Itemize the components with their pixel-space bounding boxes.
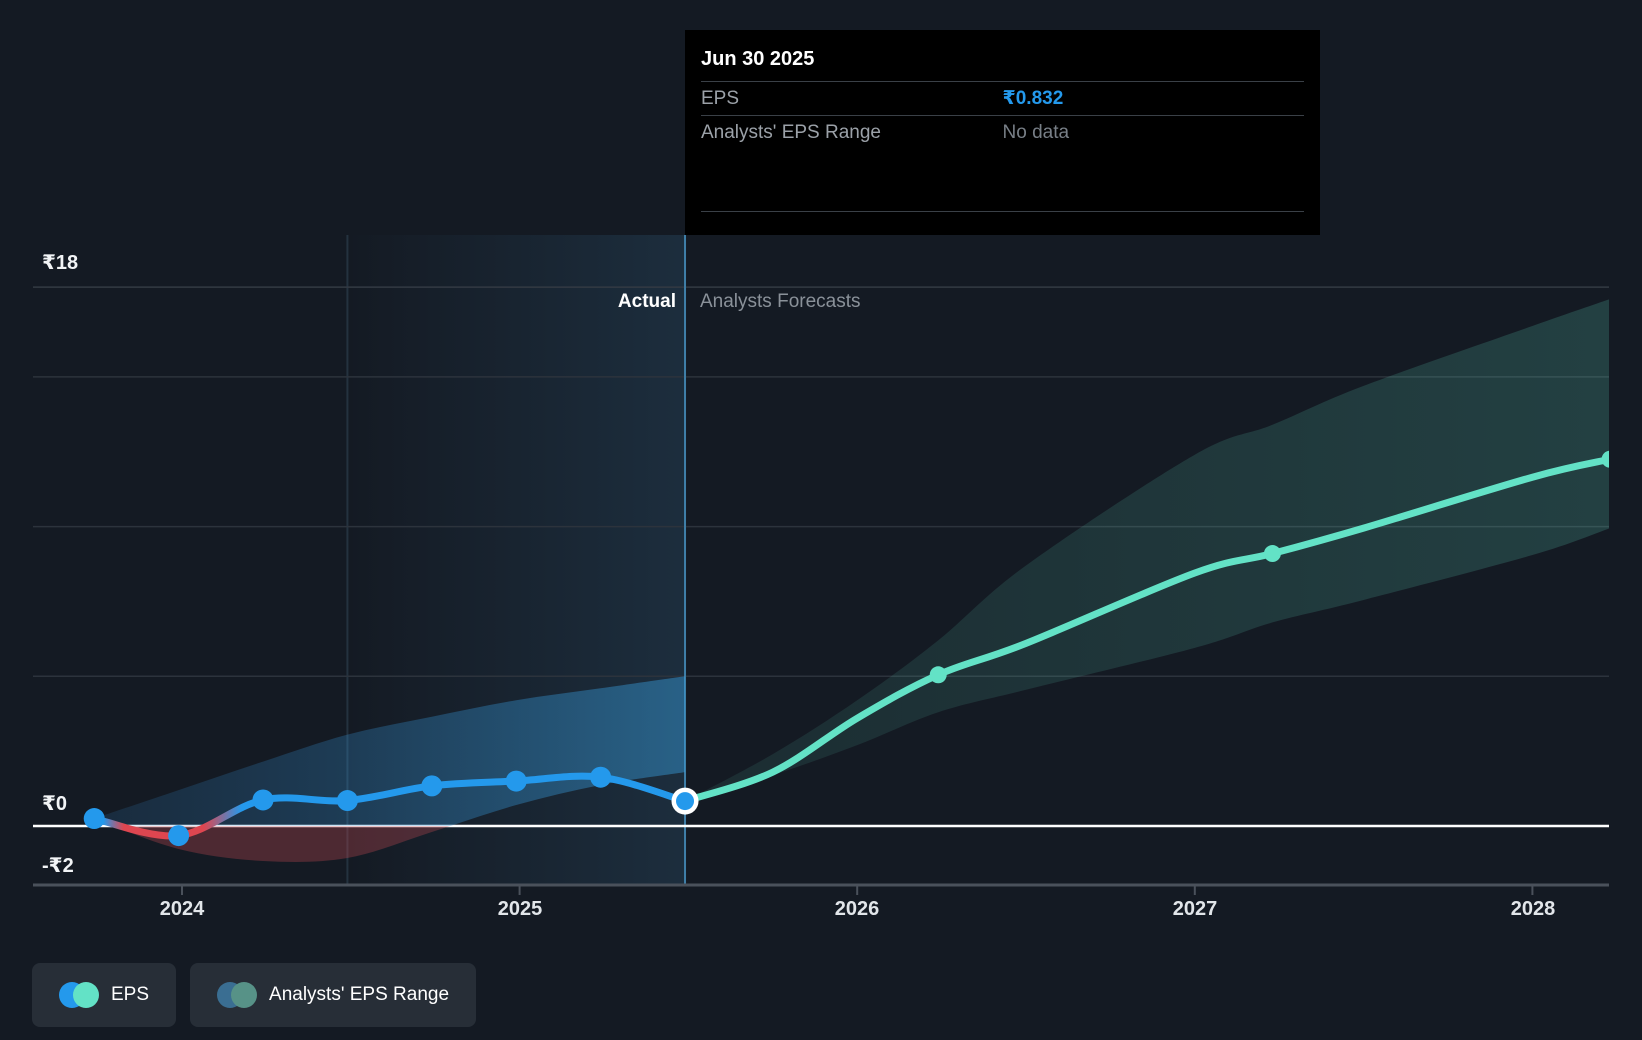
eps-actual-point[interactable]	[168, 825, 190, 847]
eps-actual-point[interactable]	[590, 766, 612, 788]
actual-negative-band	[113, 826, 451, 863]
eps-actual-point[interactable]	[336, 790, 358, 812]
eps-range-series-icon	[217, 982, 258, 1008]
y-axis-label-0: ₹0	[42, 793, 68, 815]
eps-forecast-line	[681, 455, 1609, 805]
eps-actual-point[interactable]	[83, 808, 105, 830]
legend-item-eps[interactable]: EPS	[32, 963, 177, 1027]
x-axis-label-2026: 2026	[834, 898, 880, 920]
legend-item-eps-range[interactable]: Analysts' EPS Range	[190, 963, 477, 1027]
highlighted-point[interactable]	[671, 787, 699, 815]
tooltip-range-row: Analysts' EPS Range No data	[701, 116, 1304, 149]
eps-forecast-point[interactable]	[1601, 450, 1619, 468]
tooltip-eps-value: ₹0.832	[1002, 88, 1064, 109]
y-axis-label-neg2: -₹2	[42, 855, 74, 877]
tooltip-range-label: Analysts' EPS Range	[701, 121, 881, 143]
tooltip-range-value: No data	[1002, 121, 1070, 143]
tooltip-divider	[701, 115, 1304, 116]
tooltip-eps-label: EPS	[701, 87, 740, 109]
eps-series-icon	[59, 982, 99, 1008]
actual-range-band	[94, 676, 686, 826]
actual-section-label: Actual	[617, 291, 676, 312]
x-axis-label-2028: 2028	[1510, 898, 1556, 920]
chart-legend: EPS Analysts' EPS Range	[32, 963, 477, 1027]
y-axis-label-18: ₹18	[42, 252, 79, 274]
eps-actual-point[interactable]	[421, 775, 443, 797]
forecast-range-band	[685, 299, 1609, 802]
eps-forecast-point[interactable]	[929, 666, 947, 684]
forecast-section-label: Analysts Forecasts	[700, 291, 861, 312]
tooltip-eps-row: EPS ₹0.832	[701, 82, 1304, 115]
x-axis-label-2027: 2027	[1172, 898, 1218, 920]
tooltip-spacer	[701, 149, 1304, 211]
eps-actual-point[interactable]	[252, 789, 274, 811]
tooltip-date: Jun 30 2025	[701, 48, 815, 70]
tooltip-divider	[701, 211, 1304, 212]
eps-actual-point[interactable]	[505, 770, 527, 792]
eps-forecast-point[interactable]	[1263, 545, 1281, 563]
tooltip-divider	[701, 81, 1304, 82]
legend-eps-range-label: Analysts' EPS Range	[269, 984, 450, 1005]
x-axis-label-2024: 2024	[159, 898, 205, 920]
legend-eps-label: EPS	[111, 984, 150, 1005]
x-axis-label-2025: 2025	[497, 898, 543, 920]
hover-tooltip: Jun 30 2025 EPS ₹0.832 Analysts' EPS Ran…	[685, 30, 1320, 235]
